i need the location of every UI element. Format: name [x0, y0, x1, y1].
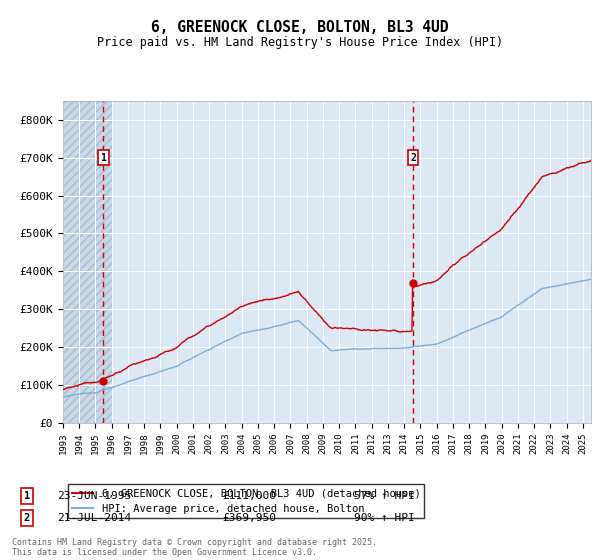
Bar	[63, 101, 112, 423]
Text: Price paid vs. HM Land Registry's House Price Index (HPI): Price paid vs. HM Land Registry's House …	[97, 36, 503, 49]
Text: 2: 2	[410, 153, 416, 162]
Text: 2: 2	[24, 513, 30, 523]
Text: 1: 1	[24, 491, 30, 501]
Text: 90% ↑ HPI: 90% ↑ HPI	[354, 513, 415, 523]
Text: 6, GREENOCK CLOSE, BOLTON, BL3 4UD: 6, GREENOCK CLOSE, BOLTON, BL3 4UD	[151, 20, 449, 35]
Text: Contains HM Land Registry data © Crown copyright and database right 2025.
This d: Contains HM Land Registry data © Crown c…	[12, 538, 377, 557]
Legend: 6, GREENOCK CLOSE, BOLTON, BL3 4UD (detached house), HPI: Average price, detache: 6, GREENOCK CLOSE, BOLTON, BL3 4UD (deta…	[68, 484, 424, 518]
Text: 1: 1	[100, 153, 106, 162]
Text: 21-JUL-2014: 21-JUL-2014	[57, 513, 131, 523]
Text: 57% ↑ HPI: 57% ↑ HPI	[354, 491, 415, 501]
Text: £111,000: £111,000	[222, 491, 276, 501]
Text: 23-JUN-1995: 23-JUN-1995	[57, 491, 131, 501]
Text: £369,950: £369,950	[222, 513, 276, 523]
